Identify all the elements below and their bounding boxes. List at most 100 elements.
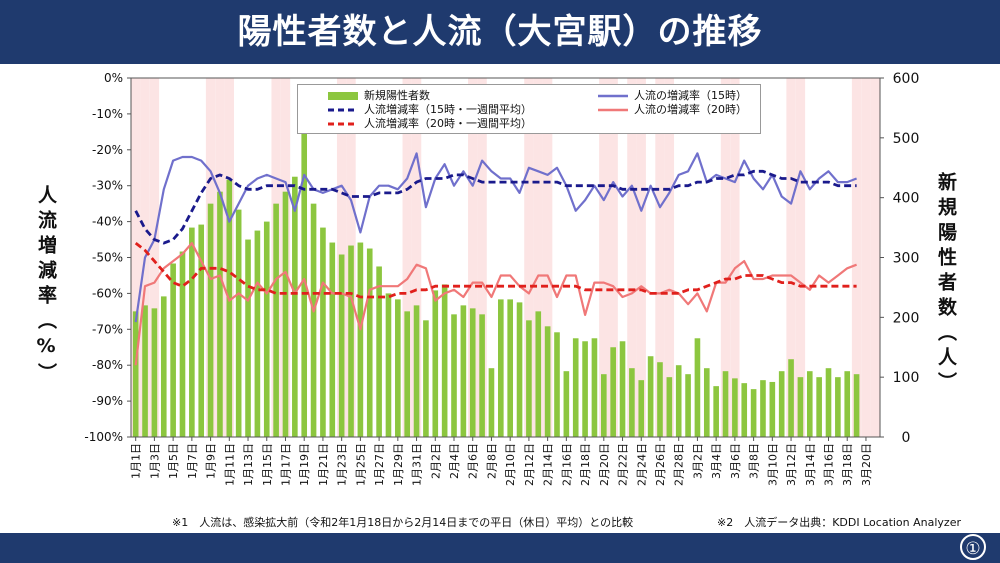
left-axis-tick-label: -80% bbox=[92, 358, 123, 372]
x-axis-tick-label: 3月10日 bbox=[766, 443, 779, 486]
x-axis-tick-label: 2月12日 bbox=[523, 443, 536, 486]
bar-cases bbox=[591, 338, 598, 437]
left-axis-tick-label: -60% bbox=[92, 286, 123, 300]
holiday-band bbox=[149, 78, 160, 437]
bar-cases bbox=[835, 377, 841, 437]
right-axis-tick-label: 300 bbox=[893, 251, 920, 267]
left-axis-tick-label: -70% bbox=[92, 322, 123, 336]
legend-label-avg20: 人流増減率（20時・一週間平均） bbox=[364, 117, 532, 130]
x-axis-tick-label: 1月17日 bbox=[279, 443, 292, 486]
bar-cases bbox=[619, 341, 626, 437]
x-axis-tick-label: 1月9日 bbox=[205, 443, 218, 479]
left-axis-tick-label: -20% bbox=[92, 143, 123, 157]
bar-cases bbox=[675, 365, 682, 437]
holiday-band bbox=[655, 78, 665, 437]
bar-cases bbox=[666, 377, 673, 437]
holiday-band bbox=[861, 78, 871, 437]
x-axis-tick-label: 2月24日 bbox=[635, 443, 648, 486]
x-axis-tick-label: 1月31日 bbox=[411, 443, 424, 486]
bar-cases bbox=[825, 368, 832, 437]
bar-cases bbox=[694, 338, 701, 437]
bar-cases bbox=[732, 378, 738, 437]
bar-cases bbox=[778, 371, 785, 437]
bar-cases bbox=[179, 251, 186, 437]
line-flow-20h-weekly-avg bbox=[134, 241, 857, 299]
bar-cases bbox=[526, 320, 532, 437]
holiday-band bbox=[411, 78, 422, 437]
bar-cases bbox=[600, 374, 607, 437]
bar-cases bbox=[423, 320, 429, 437]
x-axis-tick-label: 2月2日 bbox=[429, 443, 442, 479]
holiday-band bbox=[608, 78, 618, 437]
bar-cases bbox=[151, 308, 158, 437]
x-axis-tick-label: 3月2日 bbox=[691, 443, 704, 479]
bar-cases bbox=[385, 293, 392, 437]
bar-cases bbox=[507, 299, 513, 437]
holiday-band bbox=[468, 78, 478, 437]
bar-cases bbox=[853, 374, 860, 437]
chart: 0% -10% -20% -30% -40% -50% -60% -70% -80% -90% -1… bbox=[84, 71, 920, 486]
page-number: ① bbox=[960, 534, 986, 560]
holiday-band bbox=[477, 78, 487, 437]
right-axis-tick-label: 200 bbox=[893, 310, 920, 326]
legend-label-avg15: 人流増減率（15時・一週間平均） bbox=[364, 103, 532, 116]
x-axis-tick-label: 1月23日 bbox=[336, 443, 349, 486]
bar-cases bbox=[198, 224, 205, 437]
bar-cases bbox=[413, 305, 420, 437]
legend-swatch-avg15 bbox=[328, 108, 358, 112]
bar-cases bbox=[301, 89, 308, 437]
bar-cases bbox=[254, 230, 261, 437]
legend-label-line20: 人流の増減率（20時） bbox=[634, 103, 747, 116]
x-axis-tick-label: 2月28日 bbox=[673, 443, 686, 486]
holiday-band bbox=[599, 78, 609, 437]
bar-cases bbox=[310, 203, 317, 437]
left-axis-tick-label: 0% bbox=[104, 71, 123, 85]
bar-cases bbox=[142, 305, 148, 437]
holiday-band bbox=[851, 78, 862, 437]
holiday-band bbox=[131, 78, 141, 437]
bar-cases bbox=[170, 263, 176, 437]
x-axis-tick-label: 1月3日 bbox=[148, 443, 161, 479]
x-axis-tick-label: 1月19日 bbox=[298, 443, 311, 486]
holiday-band bbox=[636, 78, 646, 437]
bar-cases bbox=[357, 242, 364, 437]
x-axis-tick-label: 3月16日 bbox=[823, 443, 836, 486]
legend-label-line15: 人流の増減率（15時） bbox=[634, 89, 747, 102]
right-axis-tick-label: 600 bbox=[893, 71, 920, 87]
x-axis-tick-label: 1月27日 bbox=[373, 443, 386, 486]
bar-cases bbox=[348, 245, 354, 437]
bar-cases bbox=[292, 176, 298, 437]
holiday-band bbox=[402, 78, 412, 437]
bar-cases bbox=[245, 239, 251, 437]
line-flow-20h bbox=[134, 242, 857, 366]
x-axis-tick-label: 3月8日 bbox=[748, 443, 761, 479]
holiday-band bbox=[664, 78, 675, 437]
page-title: 陽性者数と人流（大宮駅）の推移 bbox=[0, 0, 1000, 64]
x-axis-tick-label: 1月21日 bbox=[317, 443, 330, 486]
bar-cases bbox=[797, 377, 804, 437]
bar-cases bbox=[273, 203, 279, 437]
x-axis-tick-label: 3月4日 bbox=[710, 443, 723, 479]
bar-cases bbox=[713, 386, 719, 437]
bar-cases bbox=[554, 332, 560, 437]
x-axis-tick-label: 3月14日 bbox=[804, 443, 817, 486]
bar-cases bbox=[441, 284, 448, 437]
bar-cases bbox=[647, 356, 654, 437]
x-axis-tick-label: 2月20日 bbox=[598, 443, 611, 486]
holiday-band bbox=[533, 78, 543, 437]
bar-cases bbox=[460, 305, 467, 437]
bar-cases bbox=[226, 179, 233, 437]
legend-swatch-avg20 bbox=[328, 122, 358, 126]
bar-cases bbox=[320, 227, 326, 437]
holiday-band bbox=[542, 78, 553, 437]
line-flow-15h-weekly-avg bbox=[134, 169, 857, 245]
bar-cases bbox=[376, 266, 382, 437]
right-axis-tick-label: 0 bbox=[902, 430, 911, 446]
bar-cases bbox=[722, 371, 729, 437]
bar-cases bbox=[703, 368, 710, 437]
bar-cases bbox=[329, 242, 336, 437]
bar-cases bbox=[132, 311, 139, 437]
footnote-2: ※2 人流データ出典：KDDI Location Analyzer bbox=[717, 516, 961, 529]
bar-cases bbox=[629, 368, 635, 437]
legend-label-cases: 新規陽性者数 bbox=[364, 89, 430, 102]
